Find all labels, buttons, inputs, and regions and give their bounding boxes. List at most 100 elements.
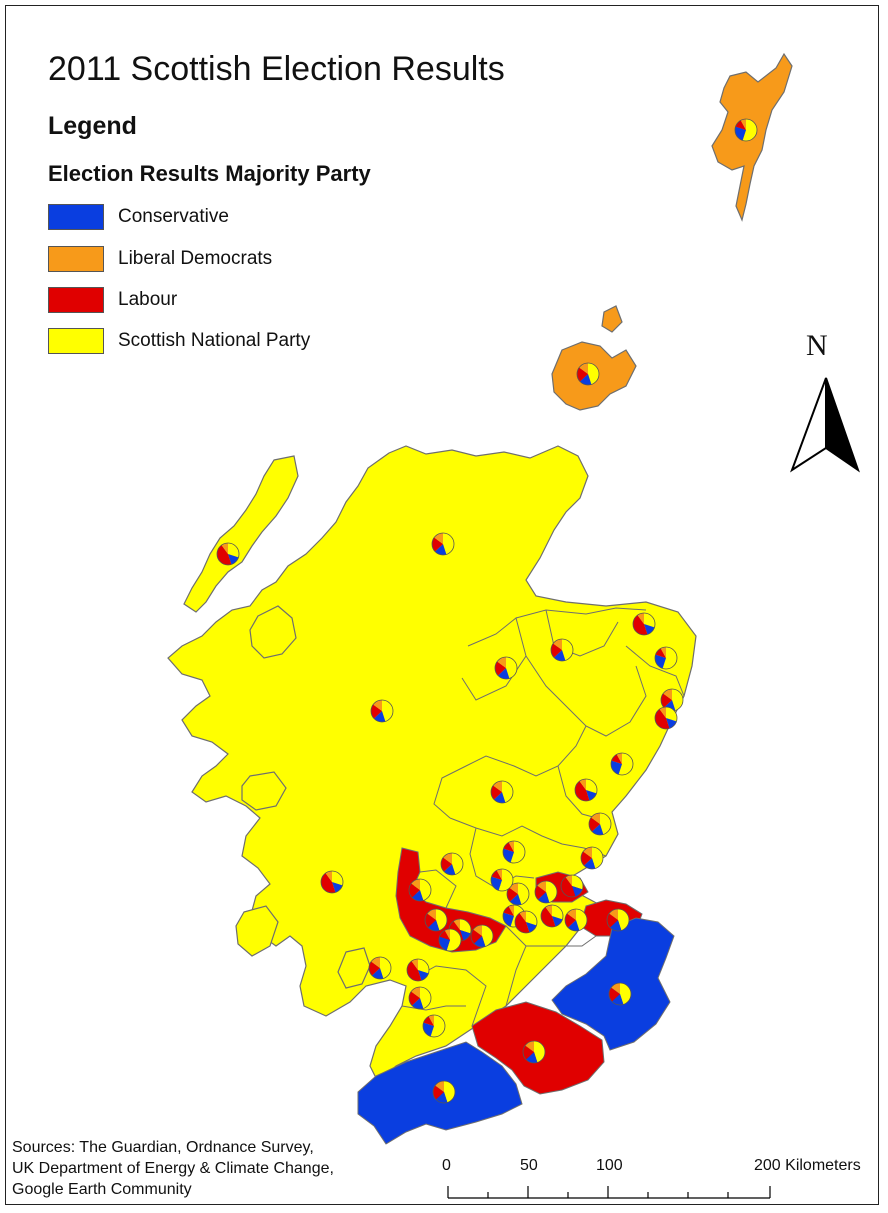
pie-slice bbox=[572, 875, 583, 890]
legend-heading: Legend bbox=[48, 112, 137, 140]
pie-outline bbox=[564, 908, 588, 932]
pie-marker[interactable] bbox=[654, 706, 678, 730]
pie-marker[interactable] bbox=[608, 982, 632, 1006]
pie-marker[interactable] bbox=[216, 542, 240, 566]
sources-line-1: Sources: The Guardian, Ordnance Survey, bbox=[12, 1139, 314, 1156]
pie-slice bbox=[217, 545, 232, 565]
pie-marker[interactable] bbox=[540, 904, 564, 928]
pie-slice bbox=[567, 920, 580, 931]
pie-marker[interactable] bbox=[506, 882, 530, 906]
pie-slice bbox=[473, 936, 486, 947]
pie-outline bbox=[408, 986, 432, 1010]
pie-marker[interactable] bbox=[534, 880, 558, 904]
pie-slice bbox=[579, 779, 586, 790]
legend-subheading: Election Results Majority Party bbox=[48, 161, 371, 186]
pie-slice bbox=[565, 875, 572, 886]
pie-marker[interactable] bbox=[424, 908, 448, 932]
pie-slice bbox=[418, 959, 429, 974]
pie-outline bbox=[490, 780, 514, 804]
pie-marker[interactable] bbox=[440, 852, 464, 876]
pie-marker[interactable] bbox=[580, 846, 604, 870]
pie-marker[interactable] bbox=[660, 688, 684, 712]
region-islay[interactable] bbox=[235, 905, 279, 957]
region-mull[interactable] bbox=[241, 771, 287, 811]
pie-marker[interactable] bbox=[588, 812, 612, 836]
legend-label-liberal-democrats: Liberal Democrats bbox=[118, 248, 273, 269]
pie-marker[interactable] bbox=[610, 752, 634, 776]
pie-marker[interactable] bbox=[494, 656, 518, 680]
pie-marker[interactable] bbox=[606, 908, 630, 932]
pie-marker[interactable] bbox=[406, 958, 430, 982]
pie-marker[interactable] bbox=[320, 870, 344, 894]
pie-slice bbox=[552, 905, 563, 920]
pie-slice bbox=[609, 920, 622, 931]
pie-slice bbox=[592, 847, 603, 869]
region-snp-mainland[interactable] bbox=[167, 445, 697, 1083]
pie-outline bbox=[438, 928, 462, 952]
pie-slice bbox=[633, 615, 648, 635]
pie-marker[interactable] bbox=[522, 1040, 546, 1064]
pie-outline bbox=[406, 958, 430, 982]
pie-slice bbox=[609, 987, 620, 1002]
pie-slice bbox=[515, 913, 530, 933]
pie-marker[interactable] bbox=[408, 878, 432, 902]
pie-outline bbox=[440, 852, 464, 876]
pie-marker[interactable] bbox=[470, 924, 494, 948]
region-western-isles[interactable] bbox=[183, 455, 299, 613]
pie-slice bbox=[420, 879, 431, 901]
pie-marker[interactable] bbox=[438, 928, 462, 952]
pie-marker[interactable] bbox=[490, 868, 514, 892]
pie-marker[interactable] bbox=[432, 1080, 456, 1104]
pie-slice bbox=[444, 929, 450, 940]
pie-slice bbox=[576, 909, 588, 931]
pie-slice bbox=[482, 925, 494, 947]
pie-slice bbox=[434, 544, 447, 555]
pie-slice bbox=[586, 790, 597, 801]
pie-marker[interactable] bbox=[564, 908, 588, 932]
pie-marker[interactable] bbox=[654, 646, 678, 670]
pie-slice bbox=[526, 922, 537, 933]
pie-marker[interactable] bbox=[502, 840, 526, 864]
pie-marker[interactable] bbox=[370, 699, 394, 723]
pie-slice bbox=[228, 543, 239, 558]
pie-slice bbox=[471, 929, 482, 944]
pie-marker[interactable] bbox=[422, 1014, 446, 1038]
pie-outline bbox=[534, 880, 558, 904]
region-conservative-borders[interactable] bbox=[551, 917, 675, 1051]
pie-slice bbox=[588, 363, 599, 385]
pie-slice bbox=[228, 554, 239, 565]
region-arran[interactable] bbox=[337, 947, 371, 989]
pie-slice bbox=[435, 1092, 448, 1104]
pie-outline bbox=[490, 868, 514, 892]
pie-marker[interactable] bbox=[632, 612, 656, 636]
region-skye[interactable] bbox=[249, 605, 297, 659]
pie-outline bbox=[574, 778, 598, 802]
pie-outline bbox=[734, 118, 758, 142]
pie-marker[interactable] bbox=[576, 362, 600, 386]
pie-slice bbox=[586, 779, 597, 794]
pie-marker[interactable] bbox=[408, 986, 432, 1010]
pie-marker[interactable] bbox=[431, 532, 455, 556]
pie-slice bbox=[518, 883, 530, 905]
pie-slice bbox=[561, 877, 576, 897]
pie-slice bbox=[427, 920, 440, 931]
pie-slice bbox=[519, 911, 526, 922]
pie-slice bbox=[534, 1041, 545, 1063]
pie-marker[interactable] bbox=[490, 780, 514, 804]
pie-outline bbox=[576, 362, 600, 386]
pie-slice bbox=[545, 905, 552, 916]
pie-outline bbox=[654, 706, 678, 730]
pie-slice bbox=[444, 1081, 456, 1103]
pie-marker[interactable] bbox=[368, 956, 392, 980]
pie-marker[interactable] bbox=[550, 638, 574, 662]
pie-slice bbox=[662, 647, 677, 669]
pie-marker[interactable] bbox=[560, 874, 584, 898]
pie-outline bbox=[368, 956, 392, 980]
pie-slice bbox=[523, 1045, 534, 1060]
region-orkney-north[interactable] bbox=[601, 305, 623, 333]
pie-marker[interactable] bbox=[514, 910, 538, 934]
pie-slice bbox=[546, 881, 558, 903]
pie-marker[interactable] bbox=[734, 118, 758, 142]
pie-marker[interactable] bbox=[574, 778, 598, 802]
pie-outline bbox=[422, 1014, 446, 1038]
